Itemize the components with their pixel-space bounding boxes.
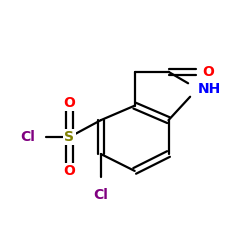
Text: NH: NH — [198, 82, 221, 96]
Text: O: O — [64, 96, 75, 110]
Text: Cl: Cl — [94, 188, 108, 202]
Text: O: O — [202, 65, 214, 79]
Text: O: O — [64, 164, 75, 178]
Text: Cl: Cl — [21, 130, 36, 144]
Text: S: S — [64, 130, 74, 144]
